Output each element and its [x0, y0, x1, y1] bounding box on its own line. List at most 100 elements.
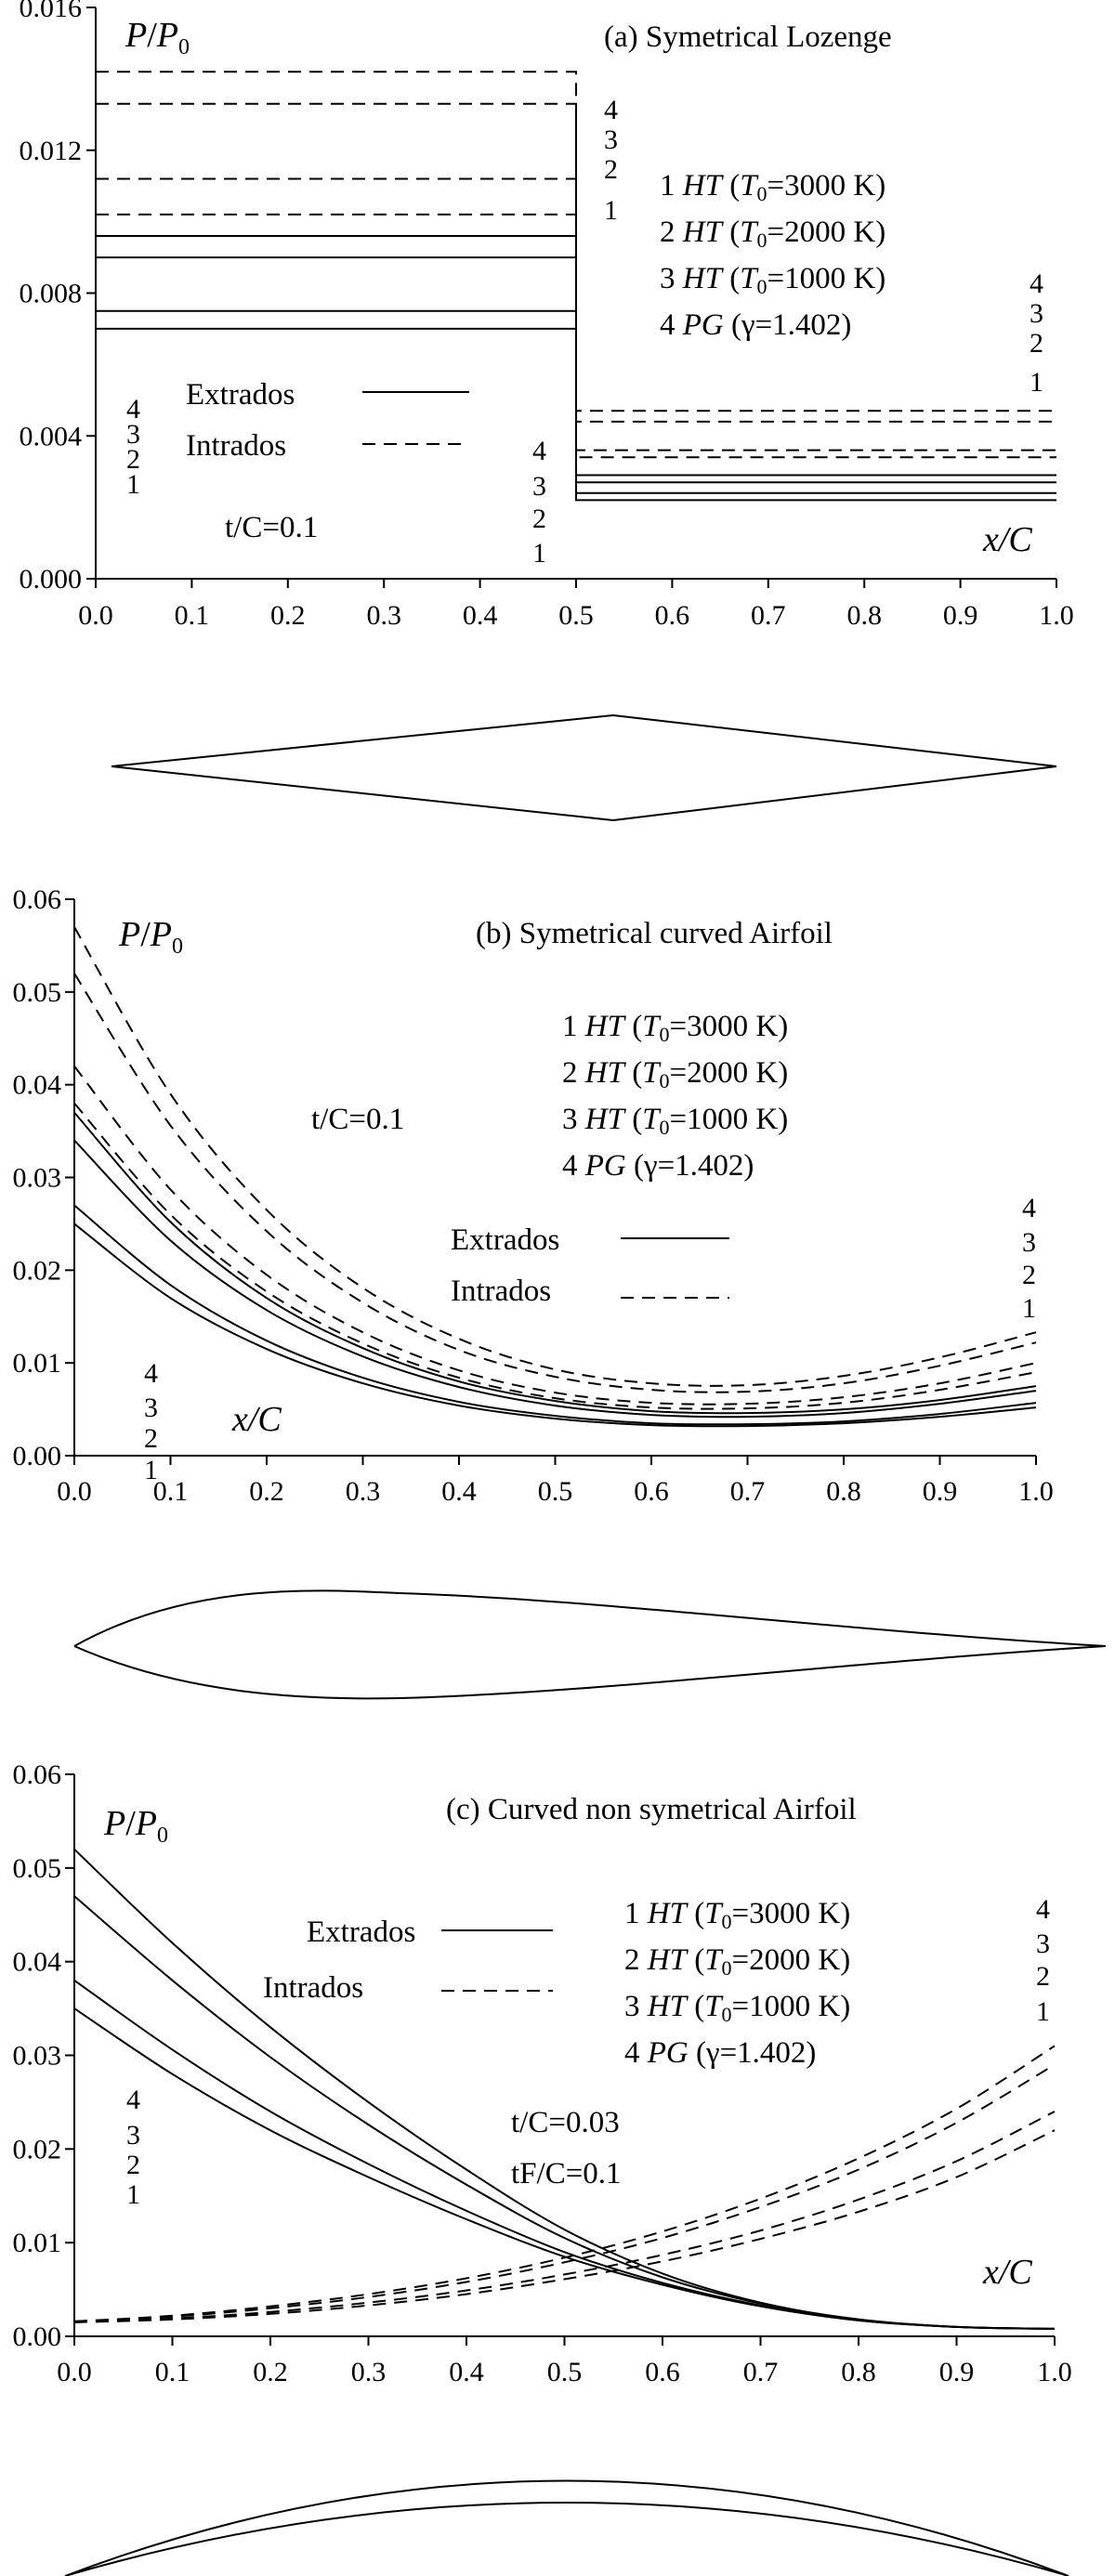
panel-b-num-4-right: 4: [1022, 1193, 1036, 1223]
svg-text:4 PG (γ=1.402): 4 PG (γ=1.402): [562, 1149, 754, 1183]
panel-a-xtick-label: 0.7: [751, 600, 786, 631]
panel-c-ylabel-p: P: [103, 1804, 125, 1843]
panel-c-case-1-param: (T0=3000 K): [694, 1897, 850, 1933]
svg-text:4 PG (γ=1.402): 4 PG (γ=1.402): [624, 2036, 816, 2070]
panel-b-case-1-num: 1: [562, 1010, 578, 1043]
panel-c-series-intrados-case-1: [73, 2129, 1056, 2323]
panel-b-ytick-label: 0.03: [13, 1163, 62, 1194]
panel-c-case-2-num: 2: [624, 1943, 640, 1977]
panel-c-legend-extrados: Extrados: [307, 1916, 415, 1949]
panel-b-ytick-label: 0.01: [13, 1348, 62, 1379]
panel-b: 0.0 0.1 0.2 0.3 0.4 0.5 0.6 0.7 0.8 0.9 1.0 0.00 0.0…: [13, 884, 1107, 1700]
panel-b-title: (b) Symetrical curved Airfoil: [476, 917, 833, 950]
panel-c-num-3-right: 3: [1036, 1929, 1050, 1959]
panel-a-case-2-num: 2: [660, 216, 676, 249]
panel-c-ytick-label: 0.06: [13, 1759, 62, 1790]
panel-a-case-1-num: 1: [660, 169, 676, 203]
panel-b-case-2-num: 2: [562, 1056, 578, 1090]
panel-c-xtick-label: 0.6: [645, 2357, 680, 2387]
panel-a-xlabel: x/C: [982, 520, 1032, 559]
panel-c-num-4-left: 4: [126, 2085, 140, 2115]
panel-c-xtick-label: 0.2: [253, 2357, 288, 2387]
panel-b-xtick-label: 0.5: [538, 1476, 573, 1507]
panel-b-ytick-label: 0.02: [13, 1255, 62, 1286]
panel-a-case-1-model: HT: [682, 169, 725, 203]
panel-b-xtick-label: 0.7: [730, 1476, 766, 1507]
panel-b-ytick-label: 0.04: [13, 1070, 62, 1101]
panel-c: 0.0 0.1 0.2 0.3 0.4 0.5 0.6 0.7 0.8 0.9 1.0 0.00 0.0…: [13, 1759, 1072, 2576]
panel-c-case-legend: 1 HT (T0=3000 K) 2 HT (T0=2000 K) 3 HT (…: [624, 1897, 850, 2070]
panel-a-ytick-label: 0.012: [20, 136, 83, 166]
panel-a-legend-extrados: Extrados: [186, 378, 295, 412]
panel-a-num-1-ml: 1: [532, 538, 546, 569]
panel-c-num-1-left: 1: [126, 2179, 140, 2210]
panel-b-legend-intrados: Intrados: [451, 1275, 551, 1308]
panel-b-xlabel: x/C: [231, 1400, 282, 1439]
panel-b-num-3-left: 3: [144, 1393, 158, 1423]
panel-c-thickness-label-2: tF/C=0.1: [511, 2157, 622, 2190]
panel-a-ylabel-slash: /: [147, 16, 157, 55]
panel-c-num-2-left: 2: [126, 2150, 140, 2180]
svg-text:1 HT (T0=3000 K): 1 HT (T0=3000 K): [562, 1010, 788, 1046]
panel-a-num-1-left: 1: [126, 469, 140, 500]
panel-b-legend-extrados: Extrados: [451, 1223, 559, 1257]
panel-c-ylabel-slash: /: [125, 1804, 136, 1843]
panel-a-num-1-mu: 1: [604, 195, 618, 226]
panel-c-thickness-label: t/C=0.03: [511, 2106, 620, 2139]
panel-a-curve-numbers-mid-upper: 4 3 2 1: [604, 95, 618, 226]
panel-b-xtick-label: 0.9: [923, 1476, 958, 1507]
panel-a-xtick-label: 0.0: [78, 600, 113, 631]
panel-c-num-2-right: 2: [1036, 1961, 1050, 1992]
panel-b-case-legend: 1 HT (T0=3000 K) 2 HT (T0=2000 K) 3 HT (…: [562, 1010, 788, 1183]
panel-a-ytick-label: 0.004: [20, 421, 83, 451]
svg-text:3 HT (T0=1000 K): 3 HT (T0=1000 K): [562, 1103, 788, 1139]
panel-b-curve-numbers-right: 4 3 2 1: [1022, 1193, 1036, 1324]
panel-a-ytick-label: 0.016: [20, 0, 83, 23]
svg-text:2 HT (T0=2000 K): 2 HT (T0=2000 K): [624, 1943, 850, 1980]
panel-c-num-4-right: 4: [1036, 1894, 1050, 1925]
panel-c-plot-marks: 0.0 0.1 0.2 0.3 0.4 0.5 0.6 0.7 0.8 0.9 1.0 0.00 0.0…: [13, 1759, 1072, 2387]
panel-b-xtick-label: 0.6: [634, 1476, 669, 1507]
panel-b-case-3-model: HT: [584, 1103, 627, 1136]
panel-c-xtick-label: 0.7: [743, 2357, 779, 2387]
panel-b-num-3-right: 3: [1022, 1227, 1036, 1258]
panel-a-case-2-model: HT: [682, 216, 725, 249]
panel-a-num-2-ml: 2: [532, 503, 546, 534]
panel-a-case-3-num: 3: [660, 262, 676, 295]
panel-c-xtick-label: 0.3: [351, 2357, 387, 2387]
panel-b-xtick-label: 0.4: [441, 1476, 477, 1507]
panel-c-num-1-right: 1: [1036, 1996, 1050, 2027]
panel-c-series-extrados-case-4: [73, 1848, 1056, 2330]
panel-c-series-intrados-case-2: [73, 2111, 1056, 2323]
panel-c-case-2-param: (T0=2000 K): [694, 1943, 850, 1980]
panel-c-ytick-label: 0.02: [13, 2134, 62, 2164]
panel-a-thickness-label: t/C=0.1: [225, 511, 318, 544]
panel-b-case-3-num: 3: [562, 1103, 578, 1136]
panel-b-xtick-label: 0.1: [153, 1476, 189, 1507]
panel-b-ylabel-slash: /: [140, 915, 151, 954]
panel-b-ytick-label: 0.06: [13, 884, 62, 915]
panel-a-series-intrados-case-4: [96, 71, 1056, 412]
panel-b-line-legend: Extrados Intrados: [451, 1223, 729, 1308]
panel-b-airfoil-shape: [73, 1589, 1107, 1700]
panel-b-num-2-right: 2: [1022, 1260, 1036, 1290]
panel-a-ylabel: P/P0: [125, 16, 190, 59]
panel-a-ytick-label: 0.008: [20, 279, 83, 309]
panel-c-axes: [73, 1774, 1055, 2337]
panel-c-ytick-label: 0.00: [13, 2321, 62, 2352]
panel-a-num-2-mu: 2: [604, 154, 618, 185]
panel-a-plot-marks: 0.0 0.1 0.2 0.3 0.4 0.5 0.6 0.7 0.8 0.9 1.0 0.000 0.…: [20, 0, 1074, 631]
panel-b-series-intrados-case-2: [73, 1066, 1037, 1406]
panel-c-ylabel-p0: P: [135, 1804, 157, 1843]
svg-text:1 HT (T0=3000 K): 1 HT (T0=3000 K): [624, 1897, 850, 1933]
panel-b-series-extrados-case-4: [73, 1111, 1037, 1415]
panel-c-series-intrados-case-4: [73, 2045, 1056, 2322]
svg-text:3 HT (T0=1000 K): 3 HT (T0=1000 K): [660, 262, 885, 298]
panel-c-ytick-label: 0.03: [13, 2041, 62, 2072]
panel-b-series-extrados-case-1: [73, 1223, 1037, 1428]
panel-b-xtick-label: 1.0: [1018, 1476, 1054, 1507]
panel-b-series-extrados-case-2: [73, 1204, 1037, 1426]
panel-a-num-2-left: 2: [126, 444, 140, 475]
panel-b-xtick-label: 0.8: [826, 1476, 861, 1507]
